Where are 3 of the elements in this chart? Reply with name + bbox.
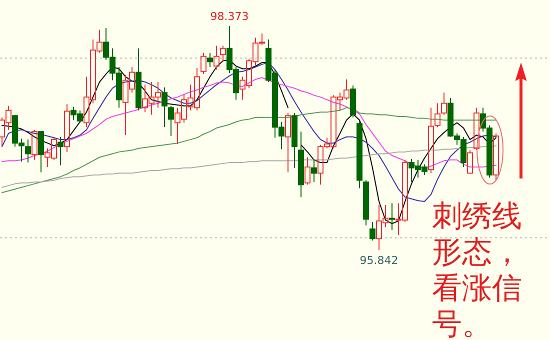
annotation: 刺绣线形态，看涨信号。 [432,199,522,340]
annotation: 95.842 [360,254,398,267]
annotation: 98.373 [210,10,249,23]
